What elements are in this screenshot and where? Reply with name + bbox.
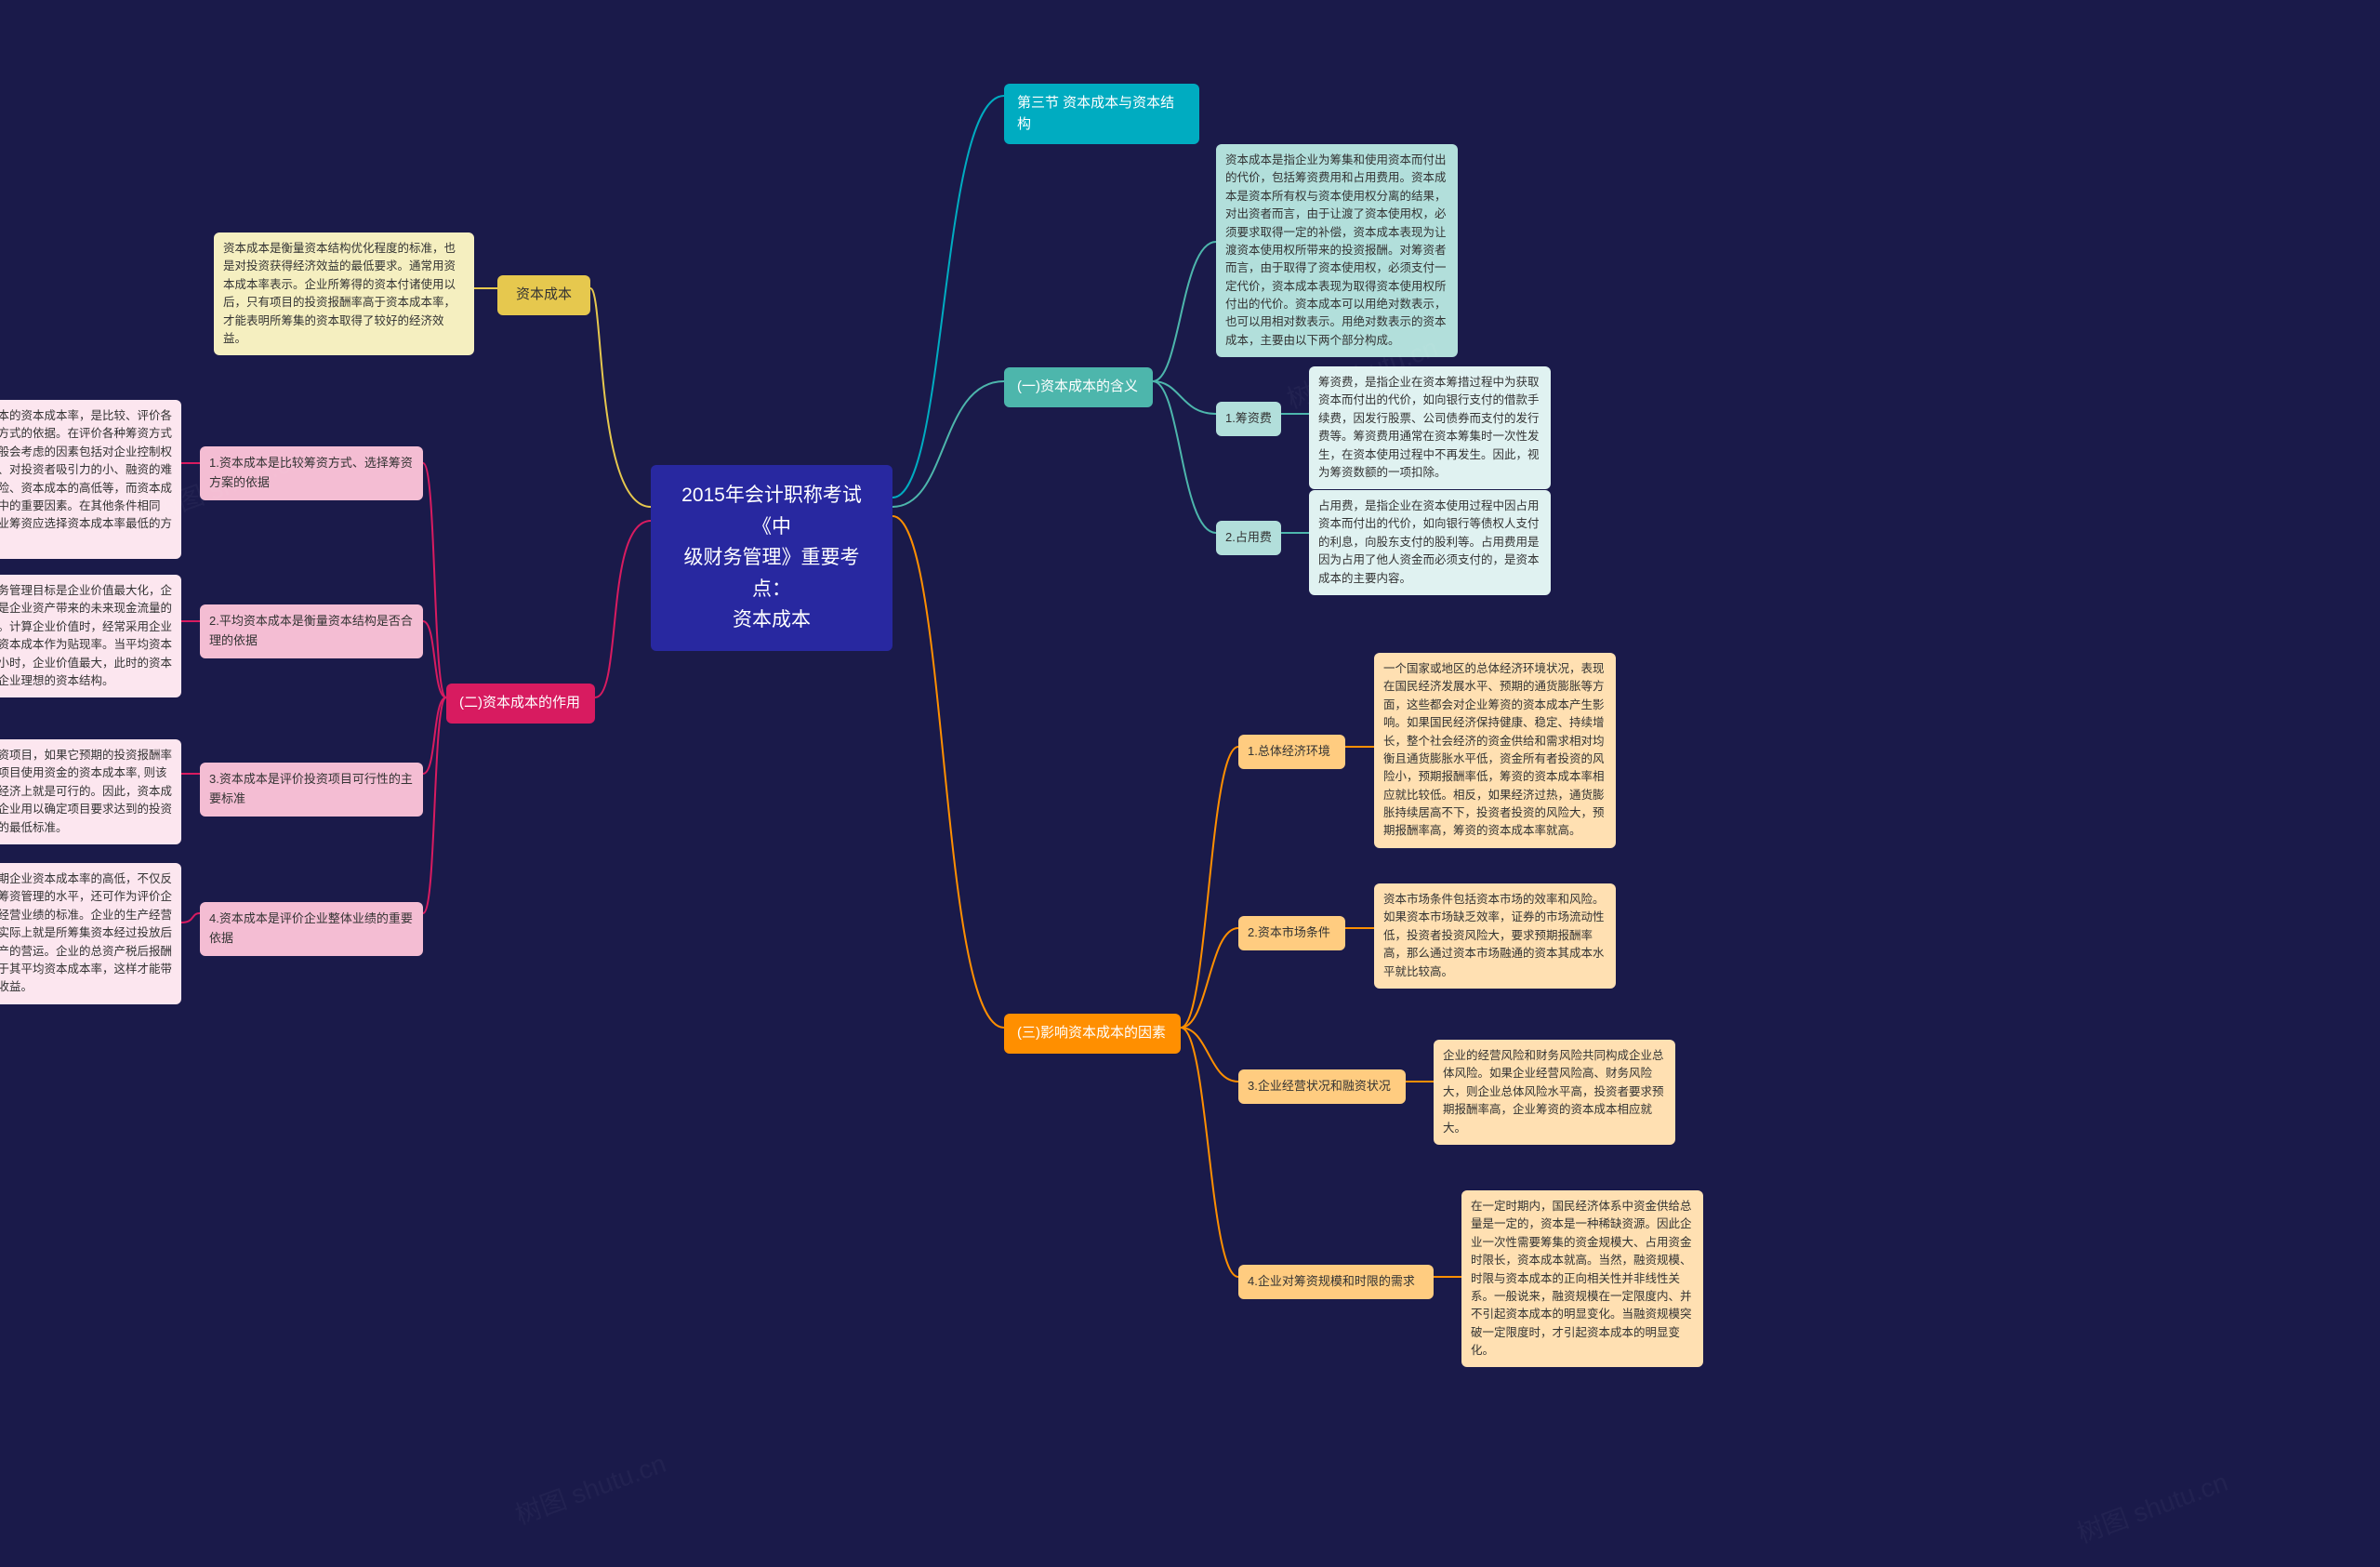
factor-item-2[interactable]: 2.资本市场条件 [1238, 916, 1345, 950]
text: 占用费，是指企业在资本使用过程中因占用资本而付出的代价，如向银行等债权人支付的利… [1318, 499, 1540, 585]
branch-capital-cost[interactable]: 资本成本 [497, 275, 590, 315]
meaning-item-1[interactable]: 1.筹资费 [1216, 402, 1281, 436]
label: (三)影响资本成本的因素 [1017, 1025, 1166, 1041]
branch-meaning[interactable]: (一)资本成本的含义 [1004, 367, 1153, 407]
role-detail-3: 任何投资项目，如果它预期的投资报酬率超过该项目使用资金的资本成本率, 则该项目在… [0, 739, 181, 844]
label: 1.筹资费 [1225, 411, 1272, 425]
root-title: 2015年会计职称考试《中级财务管理》重要考点：资本成本 [681, 485, 862, 631]
factor-item-4[interactable]: 4.企业对筹资规模和时限的需求 [1238, 1265, 1434, 1299]
label: 3.资本成本是评价投资项目可行性的主要标准 [209, 772, 413, 805]
branch-factors[interactable]: (三)影响资本成本的因素 [1004, 1014, 1181, 1054]
meaning-intro: 资本成本是指企业为筹集和使用资本而付出的代价，包括筹资费用和占用费用。资本成本是… [1216, 144, 1458, 357]
branch-role[interactable]: (二)资本成本的作用 [446, 684, 595, 724]
role-detail-1: 各种资本的资本成本率，是比较、评价各种筹资方式的依据。在评价各种筹资方式时，一般… [0, 400, 181, 559]
label: 资本成本 [516, 286, 572, 302]
role-item-2[interactable]: 2.平均资本成本是衡量资本结构是否合理的依据 [200, 604, 423, 658]
text: 在一定时期内，国民经济体系中资金供给总量是一定的，资本是一种稀缺资源。因此企业一… [1471, 1200, 1692, 1357]
role-item-4[interactable]: 4.资本成本是评价企业整体业绩的重要依据 [200, 902, 423, 956]
label: 第三节 资本成本与资本结构 [1017, 95, 1174, 132]
label: 1.总体经济环境 [1248, 744, 1330, 758]
meaning-detail-2: 占用费，是指企业在资本使用过程中因占用资本而付出的代价，如向银行等债权人支付的利… [1309, 490, 1551, 595]
capital-cost-detail: 资本成本是衡量资本结构优化程度的标准，也是对投资获得经济效益的最低要求。通常用资… [214, 232, 474, 355]
text: 筹资费，是指企业在资本筹措过程中为获取资本而付出的代价，如向银行支付的借款手续费… [1318, 376, 1540, 479]
label: 2.资本市场条件 [1248, 925, 1330, 939]
meaning-item-2[interactable]: 2.占用费 [1216, 521, 1281, 555]
meaning-detail-1: 筹资费，是指企业在资本筹措过程中为获取资本而付出的代价，如向银行支付的借款手续费… [1309, 366, 1551, 489]
label: 2.平均资本成本是衡量资本结构是否合理的依据 [209, 614, 413, 647]
role-item-3[interactable]: 3.资本成本是评价投资项目可行性的主要标准 [200, 763, 423, 817]
label: (一)资本成本的含义 [1017, 378, 1138, 394]
root-node[interactable]: 2015年会计职称考试《中级财务管理》重要考点：资本成本 [651, 465, 892, 651]
label: 4.企业对筹资规模和时限的需求 [1248, 1274, 1415, 1288]
label: 2.占用费 [1225, 530, 1272, 544]
factor-item-1[interactable]: 1.总体经济环境 [1238, 735, 1345, 769]
factor-detail-3: 企业的经营风险和财务风险共同构成企业总体风险。如果企业经营风险高、财务风险大，则… [1434, 1040, 1675, 1145]
text: 企业财务管理目标是企业价值最大化，企业价值是企业资产带来的未来现金流量的贴现值。… [0, 584, 172, 687]
text: 一个国家或地区的总体经济环境状况，表现在国民经济发展水平、预期的通货膨胀等方面，… [1383, 662, 1605, 837]
label: (二)资本成本的作用 [459, 695, 580, 710]
text: 资本成本是衡量资本结构优化程度的标准，也是对投资获得经济效益的最低要求。通常用资… [223, 242, 456, 345]
factor-item-3[interactable]: 3.企业经营状况和融资状况 [1238, 1069, 1406, 1104]
factor-detail-1: 一个国家或地区的总体经济环境状况，表现在国民经济发展水平、预期的通货膨胀等方面，… [1374, 653, 1616, 848]
text: 任何投资项目，如果它预期的投资报酬率超过该项目使用资金的资本成本率, 则该项目在… [0, 749, 172, 834]
text: 各种资本的资本成本率，是比较、评价各种筹资方式的依据。在评价各种筹资方式时，一般… [0, 409, 172, 549]
factor-detail-4: 在一定时期内，国民经济体系中资金供给总量是一定的，资本是一种稀缺资源。因此企业一… [1461, 1190, 1703, 1367]
text: 资本市场条件包括资本市场的效率和风险。如果资本市场缺乏效率，证券的市场流动性低，… [1383, 893, 1605, 978]
text: 企业的经营风险和财务风险共同构成企业总体风险。如果企业经营风险高、财务风险大，则… [1443, 1049, 1664, 1135]
label: 4.资本成本是评价企业整体业绩的重要依据 [209, 911, 413, 945]
branch-section3[interactable]: 第三节 资本成本与资本结构 [1004, 84, 1199, 144]
watermark: 树图 shutu.cn [2071, 1462, 2232, 1551]
role-detail-2: 企业财务管理目标是企业价值最大化，企业价值是企业资产带来的未来现金流量的贴现值。… [0, 575, 181, 697]
text: 一定时期企业资本成本率的高低，不仅反映企业筹资管理的水平，还可作为评价企业整体经… [0, 872, 172, 993]
role-item-1[interactable]: 1.资本成本是比较筹资方式、选择筹资方案的依据 [200, 446, 423, 500]
label: 1.资本成本是比较筹资方式、选择筹资方案的依据 [209, 456, 413, 489]
factor-detail-2: 资本市场条件包括资本市场的效率和风险。如果资本市场缺乏效率，证券的市场流动性低，… [1374, 883, 1616, 989]
role-detail-4: 一定时期企业资本成本率的高低，不仅反映企业筹资管理的水平，还可作为评价企业整体经… [0, 863, 181, 1004]
watermark: 树图 shutu.cn [509, 1443, 670, 1533]
text: 资本成本是指企业为筹集和使用资本而付出的代价，包括筹资费用和占用费用。资本成本是… [1225, 153, 1447, 347]
label: 3.企业经营状况和融资状况 [1248, 1079, 1391, 1093]
